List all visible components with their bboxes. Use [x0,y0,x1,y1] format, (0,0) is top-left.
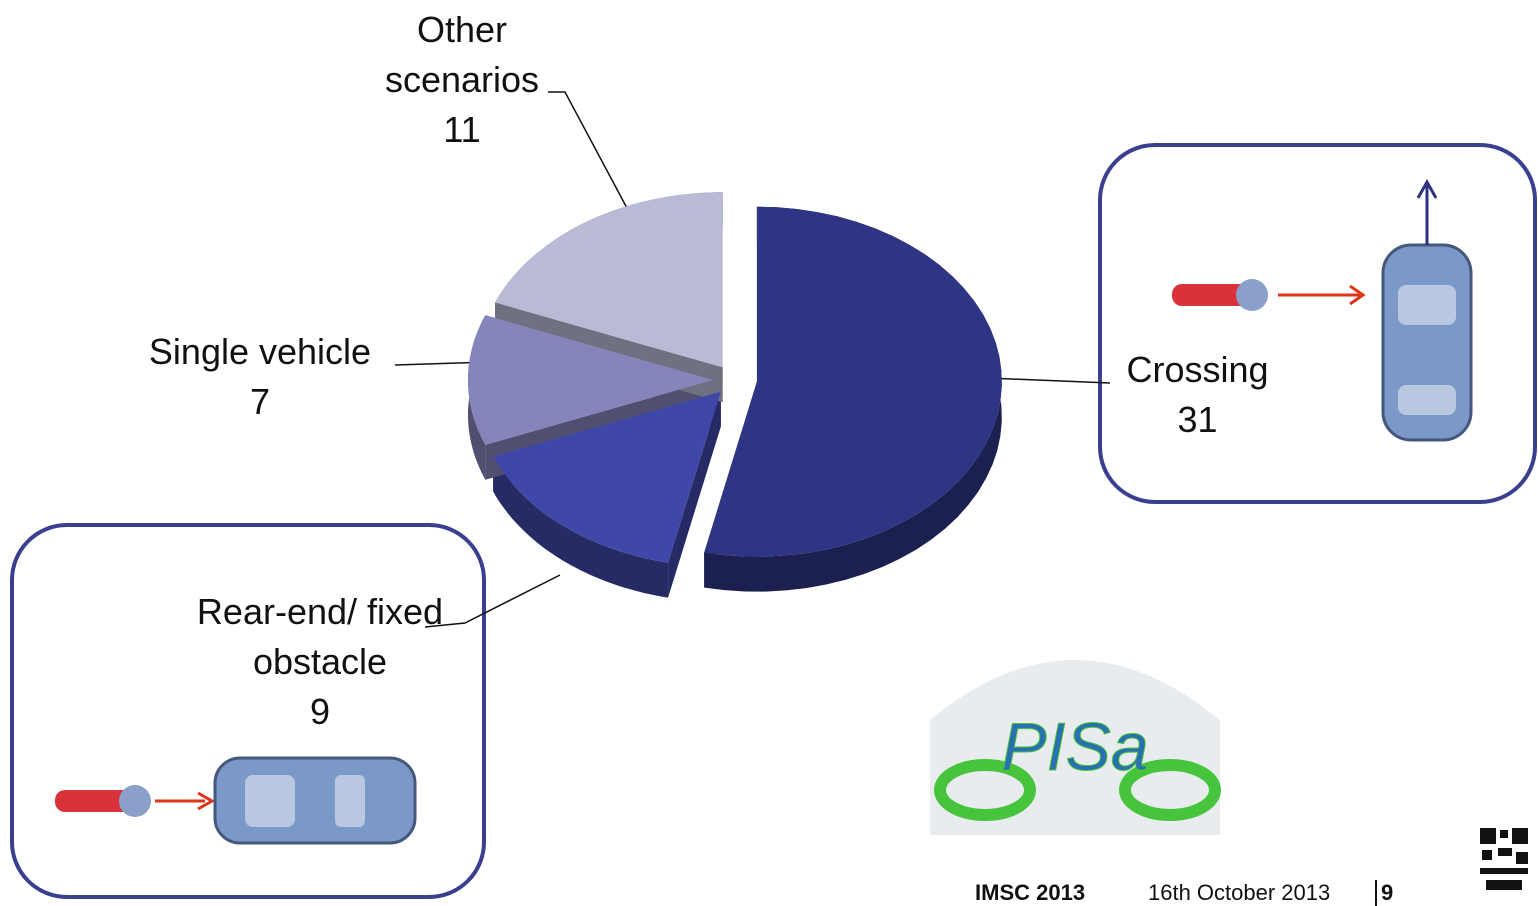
footer-date: 16th October 2013 [1148,880,1330,906]
category-label: Crossing [1100,345,1295,395]
category-label: Rear-end/ fixed obstacle [180,587,460,687]
footer-page: 9 [1375,880,1393,906]
footer-event: IMSC 2013 [975,880,1085,906]
pisa-logo: PISa [930,660,1220,835]
value-label: 11 [362,105,562,155]
value-label: 9 [180,687,460,737]
category-label: Single vehicle [120,327,400,377]
qr-code [1480,828,1528,890]
box-crossing [1100,145,1535,502]
value-label: 31 [1100,395,1295,445]
category-label: Other scenarios [362,5,562,105]
chart: PISa [0,0,1538,902]
slide: PISa Other scenarios11 Single vehicle7 C… [0,0,1538,902]
logo-text: PISa [1001,709,1148,785]
value-label: 7 [120,377,400,427]
